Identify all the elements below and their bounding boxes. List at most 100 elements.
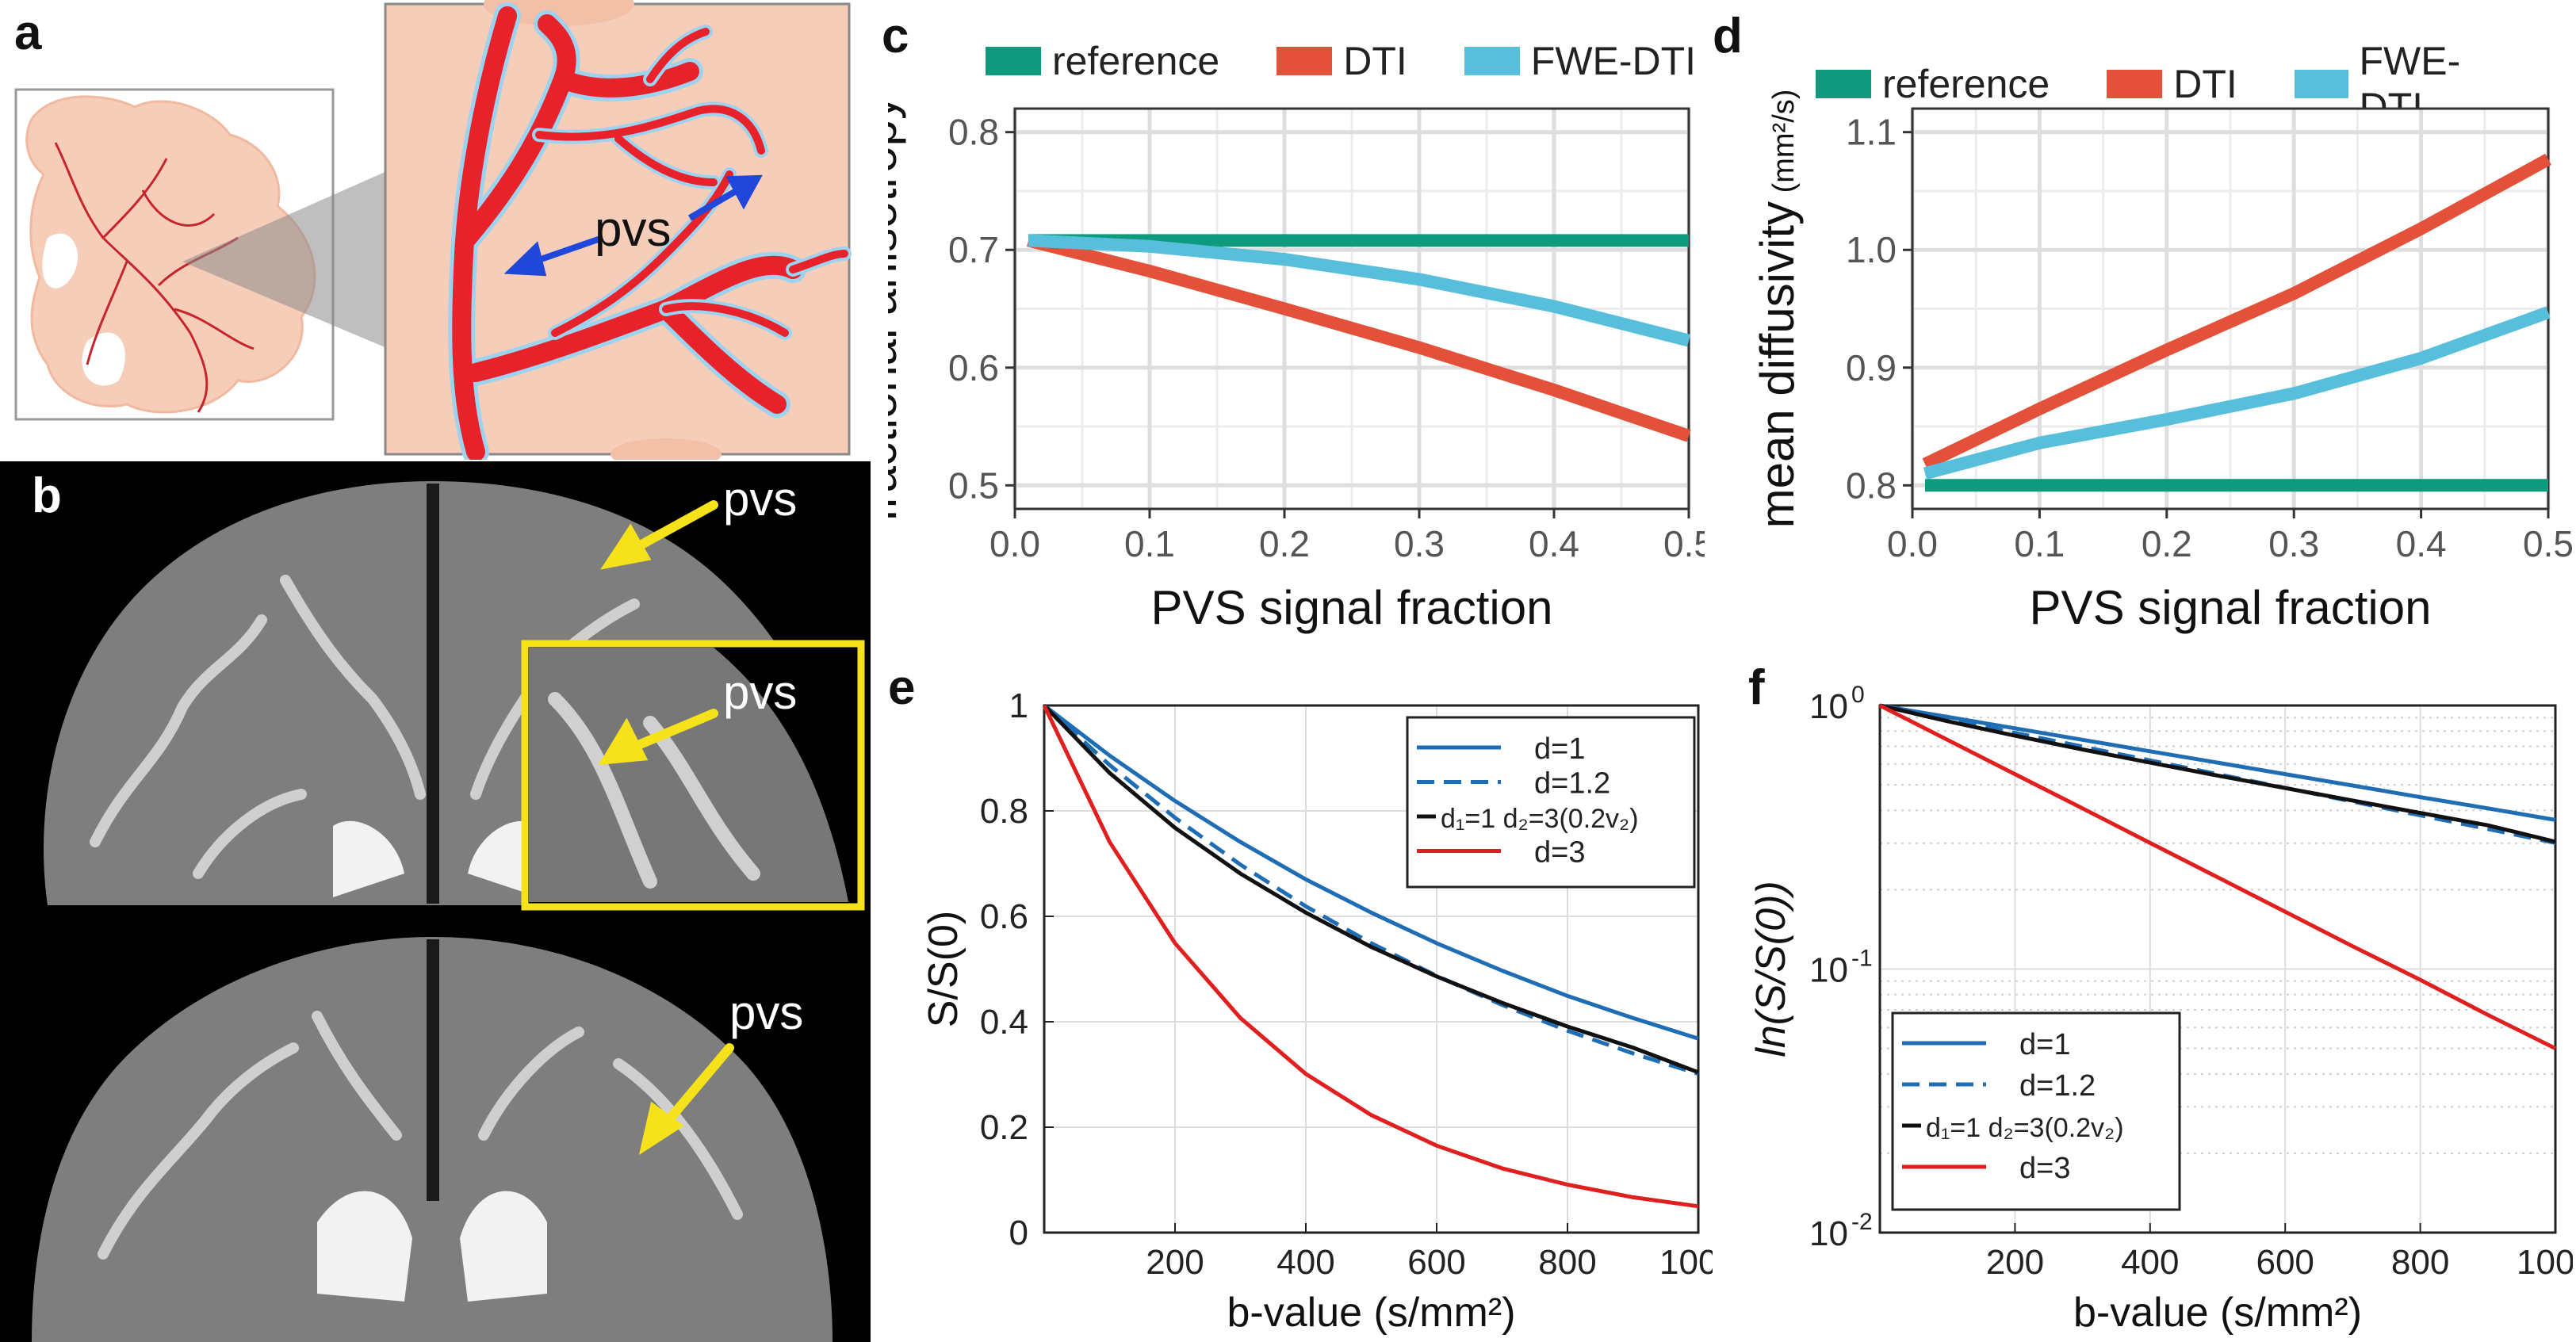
plot-frame [1043, 704, 1700, 1234]
series-line-d-1-2 [1043, 704, 1699, 1076]
tick-label-y-exponent: -1 [1851, 946, 1873, 972]
legend-label-d-1-2: d=1.2 [2019, 1069, 2096, 1103]
x-axis-label: PVS signal fraction [2030, 581, 2432, 634]
panel-letter-c: c [882, 9, 909, 63]
y-axis-label: S/S(0) [921, 911, 966, 1027]
series-line-fwe-dti [1923, 306, 2551, 480]
chart-log-signal-decay: 200400600800100010010-110-2d=1d=1.2d₁=1 … [1748, 682, 2573, 1336]
tick-label-y: 1.0 [1846, 229, 1897, 270]
panel-letter-b: b [32, 468, 62, 523]
series-line-d-3 [1042, 704, 1699, 1209]
mri-label-top: pvs [723, 472, 797, 526]
tick-label-y: 1.1 [1846, 112, 1897, 153]
plot-frame [1878, 704, 2557, 1234]
legend-label-dti: DTI [2173, 62, 2237, 106]
plot-frame [1013, 107, 1690, 510]
legend: d=1d=1.2d₁=1 d₂=3(0.2v₂)d=3 [1406, 716, 1696, 889]
tick-label-x: 0.1 [2014, 523, 2065, 564]
tick-label-y: 0.2 [980, 1108, 1028, 1147]
series-line-d-1 [1879, 703, 2556, 822]
tick-label-y: 0.7 [948, 229, 999, 270]
legend-label-fwe-dti: FWE-DTI [1530, 39, 1697, 83]
illustration-pvs: pvs [14, 0, 852, 460]
legend-label-d-1: d=1 [2019, 1028, 2070, 1061]
legend-swatch-dti [2107, 70, 2163, 98]
legend-label-d-1: d=1 [1534, 732, 1585, 766]
series-line-fwe-dti [1028, 234, 1690, 347]
series-line-d-1 [1043, 704, 1699, 1041]
tick-label-y: 0.5 [948, 465, 999, 506]
tick-label-y: 10 [1809, 951, 1848, 990]
tick-label-y: 0.8 [980, 792, 1028, 831]
legend-d: reference DTI FWE-DTI [1816, 38, 2576, 130]
panel-letter-d: d [1713, 9, 1743, 63]
tick-label-x: 0.0 [989, 523, 1040, 564]
panel-letter-f: f [1748, 660, 1765, 715]
plot-frame [1911, 107, 2550, 510]
x-axis-label: PVS signal fraction [1151, 581, 1553, 634]
tick-label-x: 0.4 [1529, 523, 1579, 564]
y-axis-label: fractional anisotropy [888, 96, 906, 522]
tick-label-y: 0.6 [948, 347, 999, 388]
mri-slices: pvs pvs pvs [0, 461, 871, 1342]
tick-label-y: 0.9 [1846, 347, 1897, 388]
mri-label-zoom: pvs [723, 666, 797, 719]
tick-label-y-exponent: -2 [1851, 1209, 1873, 1235]
legend-box [1891, 1011, 2181, 1211]
chart-mean-diffusivity: 0.0 0.1 0.2 0.3 0.4 0.5 0.8 0.9 1.0 1.1 PVS signal… [1751, 90, 2573, 634]
legend-label-dti: DTI [1343, 39, 1407, 83]
legend-label-reference: reference [1052, 39, 1220, 83]
series-line-d-1-d-3-0-2v [1043, 704, 1699, 1075]
tick-label-y: 0.8 [1846, 465, 1897, 506]
series-line-d-1-2 [1879, 703, 2556, 845]
tick-label-x: 0.0 [1887, 523, 1938, 564]
x-axis-label: b-value (s/mm²) [2073, 1290, 2362, 1336]
tick-label-x: 0.2 [2142, 523, 2192, 564]
panel-letter-a: a [14, 6, 42, 60]
tick-label-x: 0.2 [1259, 523, 1310, 564]
legend-swatch-reference [1816, 70, 1871, 98]
tick-label-y: 0 [1009, 1214, 1028, 1252]
illustration-pvs-label: pvs [595, 202, 671, 257]
tick-label-x: 0.5 [1663, 523, 1705, 564]
series-line-d-3 [1878, 703, 2557, 1050]
tick-label-x: 0.1 [1124, 523, 1175, 564]
series-line-dti [1027, 234, 1691, 442]
series-line-d-1-d-3-0-2v [1879, 703, 2556, 844]
legend-label-d-1-d-3-0-2v: d₁=1 d₂=3(0.2v₂) [1441, 804, 1639, 834]
tick-label-y: 0.6 [980, 897, 1028, 936]
tick-label-x: 800 [2391, 1243, 2449, 1282]
legend-swatch-dti [1277, 47, 1333, 75]
y-axis-unit: (mm²/s) [1767, 90, 1801, 201]
legend-label-d-3: d=3 [1534, 836, 1585, 870]
tick-label-y: 10 [1809, 1214, 1848, 1253]
tick-label-x: 0.3 [2268, 523, 2319, 564]
legend-swatch-fwe-dti [1464, 47, 1520, 75]
panel-letter-e: e [888, 660, 916, 715]
chart-fractional-anisotropy: 0.0 0.1 0.2 0.3 0.4 0.5 0.5 0.6 0.7 0.8 PVS signal… [888, 96, 1705, 634]
tick-label-y: 1 [1009, 686, 1028, 725]
mri-label-bottom: pvs [729, 986, 803, 1039]
tick-label-x: 0.3 [1394, 523, 1445, 564]
tick-label-x: 800 [1538, 1243, 1596, 1282]
tick-label-x: 0.4 [2396, 523, 2447, 564]
tick-label-x: 600 [1407, 1243, 1465, 1282]
tick-label-x: 600 [2256, 1243, 2314, 1282]
series-line-dti [1922, 153, 2551, 470]
y-axis-label: ln(S/S(0)) [1748, 881, 1794, 1057]
legend-label-reference: reference [1882, 62, 2050, 106]
tick-label-x: 0.5 [2523, 523, 2573, 564]
tick-label-x: 400 [1277, 1243, 1334, 1282]
legend-label-d-1-2: d=1.2 [1534, 767, 1610, 801]
x-axis-label: b-value (s/mm²) [1227, 1290, 1515, 1336]
tick-label-y: 0.8 [948, 112, 999, 153]
tick-label-y: 0.4 [980, 1003, 1028, 1042]
legend-label-d-1-d-3-0-2v: d₁=1 d₂=3(0.2v₂) [1926, 1113, 2124, 1143]
legend-c: reference DTI FWE-DTI [986, 38, 1753, 84]
legend-label-d-3: d=3 [2019, 1152, 2070, 1185]
tick-label-y: 10 [1809, 687, 1848, 726]
legend-swatch-fwe-dti [2294, 70, 2348, 98]
